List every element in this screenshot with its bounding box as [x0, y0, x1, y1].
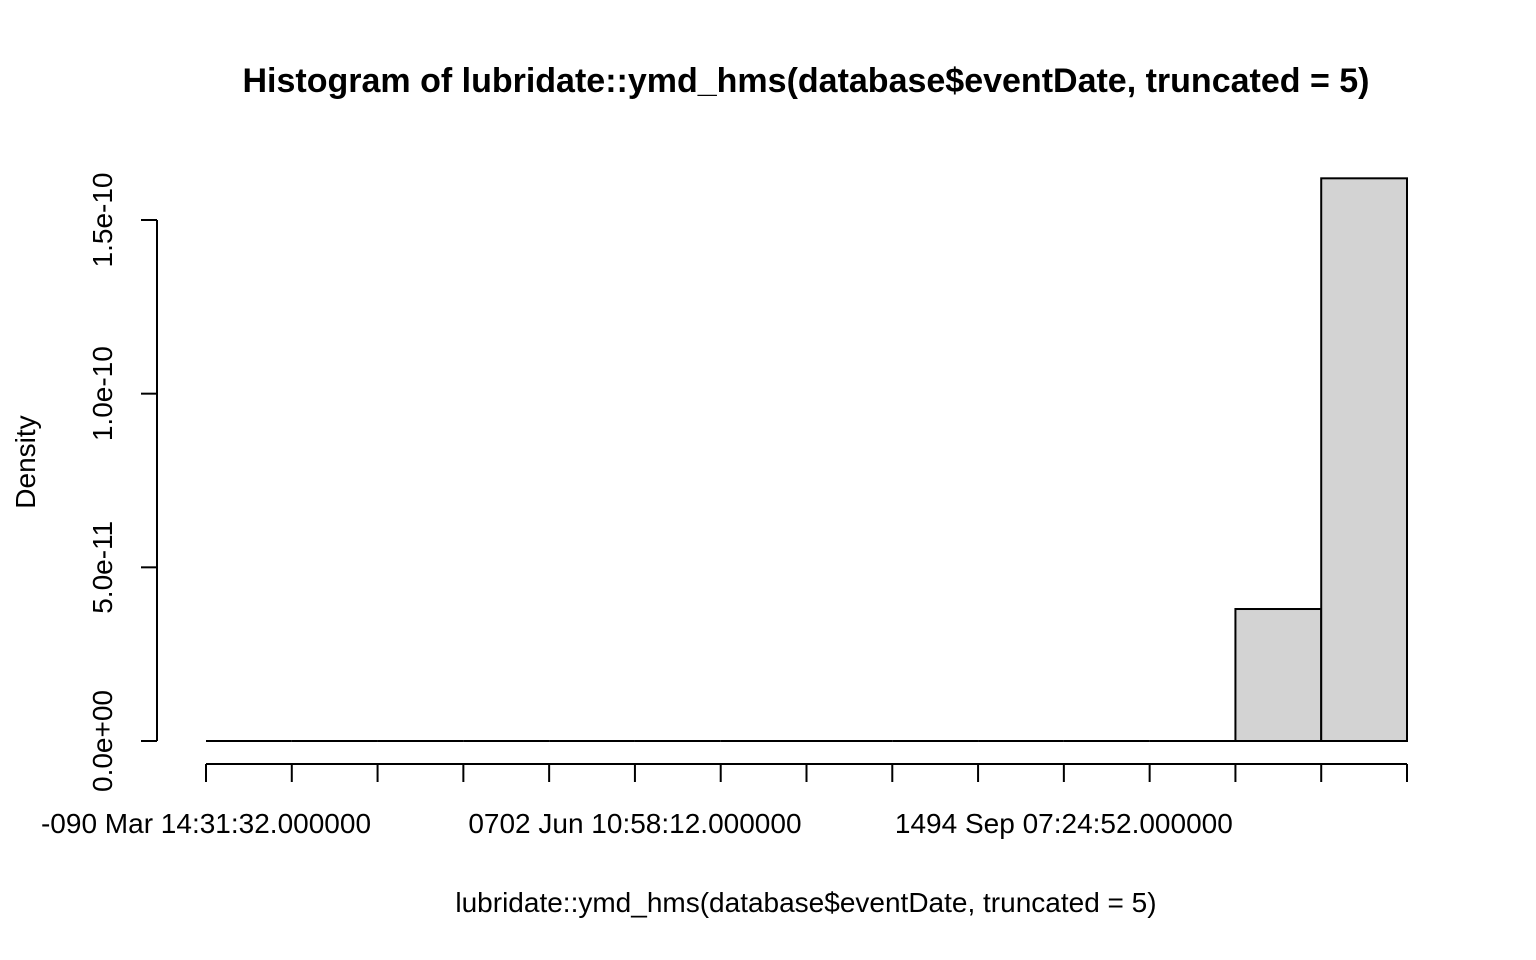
- y-axis: 0.0e+00 5.0e-11 1.0e-10 1.5e-10: [87, 173, 158, 792]
- x-axis-label: lubridate::ymd_hms(database$eventDate, t…: [455, 887, 1156, 918]
- chart-title: Histogram of lubridate::ymd_hms(database…: [243, 62, 1370, 100]
- histogram-bar: [1320, 177, 1408, 742]
- y-tick-label: 1.0e-10: [87, 346, 118, 441]
- y-axis-label: Density: [10, 415, 41, 508]
- y-tick-label: 5.0e-11: [87, 521, 118, 614]
- x-axis: -090 Mar 14:31:32.000000 0702 Jun 10:58:1…: [41, 763, 1408, 839]
- x-tick-label: 0702 Jun 10:58:12.000000: [468, 808, 801, 839]
- histogram-bars: [206, 177, 1408, 742]
- x-tick-label: 1494 Sep 07:24:52.000000: [895, 808, 1233, 839]
- x-tick-label: -090 Mar 14:31:32.000000: [41, 808, 371, 839]
- y-tick-label: 1.5e-10: [87, 173, 118, 268]
- y-tick-label: 0.0e+00: [87, 690, 118, 792]
- histogram-bar: [1234, 608, 1323, 742]
